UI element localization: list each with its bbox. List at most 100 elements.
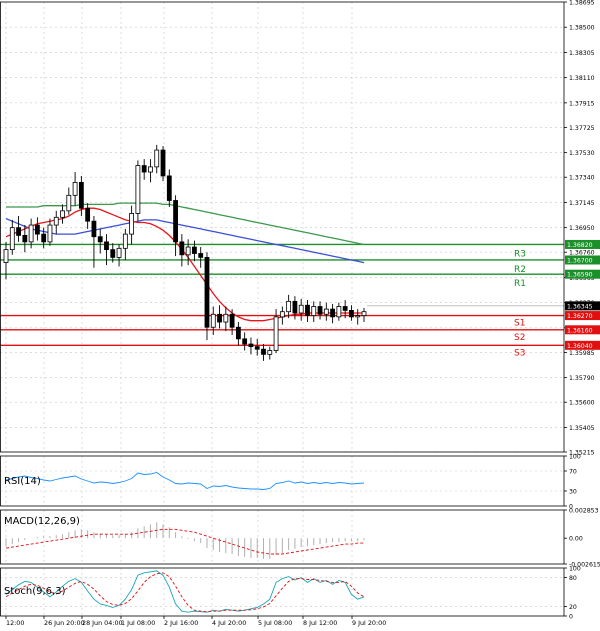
candle-body-up (28, 224, 34, 243)
candle (91, 216, 97, 268)
candle-body-up (267, 350, 273, 355)
candle (104, 234, 109, 266)
panel-frame-macd (0, 509, 565, 565)
candle (16, 216, 21, 242)
candle (235, 322, 241, 346)
candle (97, 228, 103, 254)
candle-body-up (60, 210, 65, 218)
candle-body-up (273, 316, 279, 351)
price-tick-label: 1.38695 (569, 0, 595, 7)
candle (242, 332, 248, 351)
panel-tick-label: 0.00 (569, 536, 583, 543)
candle (78, 175, 84, 217)
panel-tick-label: 0 (569, 504, 573, 511)
candle-body-up (154, 149, 160, 168)
level-label-r1: R1 (514, 279, 526, 289)
panel-tick-label: 30 (569, 489, 577, 496)
candle (85, 203, 91, 229)
candle (173, 195, 178, 257)
candle-body-down (349, 310, 354, 318)
candle (336, 302, 342, 321)
candle (254, 338, 260, 356)
time-axis: 12:00 26 Jun 20:0028 Jun 04:001 Jul 08:00… (5, 616, 386, 627)
candle-body-down (16, 227, 21, 236)
candle (317, 301, 323, 320)
level-label-r2: R2 (514, 265, 526, 275)
panel-tick-label: 20 (569, 604, 577, 611)
candle-body-down (229, 313, 235, 328)
panel-frame-rsi (0, 455, 565, 507)
candle-body-up (122, 233, 128, 249)
price-axis: 1.38695 1.38500 1.38305 1.38110 1.37915 1.377… (367, 0, 600, 457)
candle-body-up (66, 194, 72, 212)
price-tick-label: 1.37915 (569, 100, 595, 107)
candle (355, 309, 361, 325)
candle-body-up (361, 311, 367, 316)
candle-body-up (9, 227, 15, 251)
candle (28, 218, 34, 249)
candle-body-up (298, 304, 304, 314)
candle-body-up (355, 315, 361, 318)
candle (135, 160, 141, 222)
candle (279, 306, 285, 325)
candle (217, 305, 222, 329)
price-tick-label: 1.35405 (569, 425, 595, 432)
candle (361, 307, 367, 323)
price-tick-label: 1.35985 (569, 350, 595, 357)
grid-layer (0, 1, 564, 616)
panel-tick-label: 70 (569, 469, 577, 476)
level-price-tag-bg (565, 255, 600, 265)
candle-body-down (35, 224, 40, 235)
candlesticks (3, 144, 367, 361)
candle-body-down (91, 220, 97, 238)
level-price-tag-bg (565, 325, 600, 335)
candle (41, 227, 47, 249)
candle (349, 305, 354, 321)
current-price-tag: 1.36345 (567, 303, 593, 310)
candle (116, 244, 122, 267)
level-label-r3: R3 (514, 249, 526, 259)
candle (72, 172, 78, 206)
candle (129, 205, 135, 245)
candle-body-down (22, 235, 28, 243)
candle-body-up (116, 247, 122, 258)
candle (66, 187, 72, 215)
candle-body-down (97, 236, 103, 243)
candle (160, 146, 166, 182)
candle-body-down (235, 326, 241, 340)
panel-tick-label: 80 (569, 575, 577, 582)
ma-mid-line (5, 217, 365, 264)
candle-body-down (166, 175, 172, 201)
candle (154, 144, 160, 174)
candle-body-down (85, 207, 91, 222)
rsi-line (5, 472, 365, 490)
rsi-title: RSI(14) (4, 476, 41, 487)
stoch-title: Stoch(9,6,3) (4, 586, 66, 597)
candle (141, 159, 147, 180)
ma-fast-line (5, 207, 364, 322)
candle (267, 346, 273, 360)
candle (210, 306, 216, 335)
candle-body-down (160, 149, 166, 177)
level-label-s1: S1 (514, 319, 525, 329)
price-tick-label: 1.36950 (569, 225, 595, 232)
candle-body-up (223, 313, 229, 323)
time-tick-label: 12:00 (6, 619, 24, 627)
level-price-tag: 1.36820 (567, 242, 593, 249)
candle (110, 243, 116, 263)
candle (248, 337, 254, 355)
candle-body-down (242, 338, 248, 345)
candle-body-down (204, 256, 210, 328)
candle (261, 344, 266, 361)
panel-frame-main (0, 1, 565, 453)
candle (342, 300, 348, 319)
candle-body-down (78, 181, 84, 209)
price-tick-label: 1.38500 (569, 25, 595, 32)
candle-body-down (248, 343, 254, 348)
candle (9, 219, 15, 255)
macd-signal-line (5, 528, 364, 555)
candle (192, 240, 197, 262)
panel-tick-label: 0.002853 (569, 508, 599, 515)
candle-body-up (210, 313, 216, 328)
